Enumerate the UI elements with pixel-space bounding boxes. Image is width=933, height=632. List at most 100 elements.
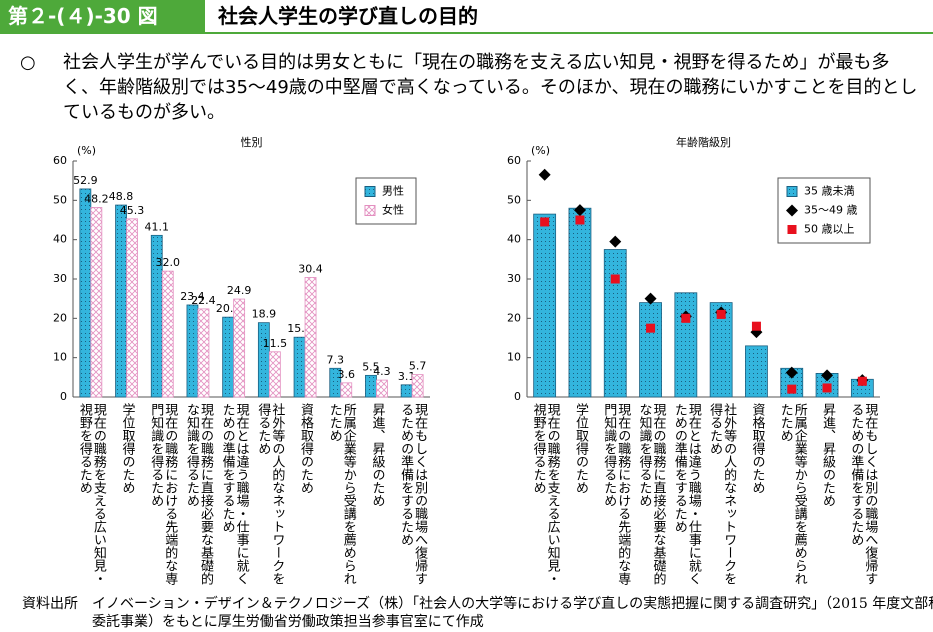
value-label: 4.3	[373, 365, 391, 378]
y-tick-label: 10	[53, 351, 67, 364]
legend-swatch	[787, 225, 797, 234]
bar	[126, 218, 138, 398]
bar	[79, 188, 92, 398]
unit-label: (%)	[77, 144, 96, 157]
bar	[400, 384, 413, 398]
y-tick-label: 0	[60, 390, 67, 403]
source-note: 資料出所 イノベーション・デザイン＆テクノロジーズ（株）「社会人の大学等における…	[22, 596, 933, 630]
bar	[533, 213, 557, 398]
x-tick-label: 所属企業等から受講を薦められたため	[777, 403, 807, 585]
summary-text: 社会人学生が学んでいる目的は男女ともに「現在の職務を支える広い知見・視野を得るた…	[63, 52, 918, 123]
legend-swatch	[786, 186, 798, 197]
bar	[376, 379, 388, 398]
unit-label: (%)	[531, 144, 550, 157]
x-tick-label: 現在の職務を支える広い知見・視野を得るため	[76, 403, 106, 585]
value-label: 11.5	[263, 337, 288, 350]
legend-label: 50 歳以上	[804, 223, 855, 236]
x-tick-label: 資格取得のため	[749, 403, 765, 494]
x-tick-label: 社外等の人的なネットワークを得るため	[707, 403, 737, 585]
legend-label: 35～49 歳	[804, 204, 858, 217]
bar	[161, 270, 174, 398]
value-label: 41.1	[145, 220, 170, 233]
x-tick-label: 現在もしくは別の職場へ復帰するための準備をするため	[398, 403, 428, 585]
chart-title: 性別	[241, 135, 263, 149]
point	[787, 384, 797, 394]
value-label: 23.4	[180, 290, 205, 303]
y-tick-label: 40	[53, 233, 67, 246]
value-label: 18.9	[252, 308, 277, 321]
y-tick-label: 30	[507, 272, 521, 285]
value-label: 22.4	[191, 294, 216, 307]
point	[575, 215, 585, 225]
legend-box	[355, 177, 417, 225]
x-tick-label: 昇進、昇級のため	[820, 403, 836, 507]
figure-number: 第２-(４)-30 図	[8, 4, 158, 28]
y-tick-label: 30	[53, 272, 67, 285]
bar	[709, 302, 733, 398]
point	[751, 321, 761, 331]
y-tick-label: 20	[507, 311, 521, 324]
point	[822, 383, 832, 393]
summary-marker: ○	[20, 52, 36, 73]
legend-swatch	[364, 186, 376, 197]
x-tick-label: 資格取得のため	[298, 403, 314, 494]
bar	[293, 336, 306, 398]
x-tick-label: 社外等の人的なネットワークを得るため	[255, 403, 285, 585]
value-label: 24.9	[227, 284, 252, 297]
value-label: 32.0	[156, 256, 181, 269]
y-tick-label: 50	[507, 193, 521, 206]
value-label: 3.6	[338, 368, 356, 381]
value-label: 30.4	[298, 262, 323, 275]
bar	[674, 292, 698, 398]
bar	[340, 382, 353, 398]
y-tick-label: 20	[53, 311, 67, 324]
x-tick-label: 昇進、昇級のため	[369, 403, 385, 507]
bar	[197, 308, 210, 398]
x-tick-label: 現在の職務における先端的な専門知識を得るため	[601, 403, 631, 585]
x-tick-label: 現在の職務に直接必要な基礎的な知識を得るため	[636, 403, 666, 585]
y-tick-label: 60	[53, 154, 67, 167]
value-label: 3.1	[398, 370, 416, 383]
x-tick-label: 所属企業等から受講を薦められたため	[326, 403, 356, 585]
point	[610, 274, 620, 284]
y-tick-label: 60	[507, 154, 521, 167]
legend-swatch	[364, 205, 376, 216]
point	[681, 313, 691, 323]
x-tick-label: 現在の職務に直接必要な基礎的な知識を得るため	[183, 403, 213, 585]
legend-swatch	[786, 204, 798, 217]
legend-label: 女性	[382, 203, 404, 217]
value-label: 5.5	[362, 360, 380, 373]
point	[716, 309, 726, 319]
bar	[745, 345, 768, 398]
y-tick-label: 10	[507, 351, 521, 364]
point	[538, 168, 551, 181]
bar	[90, 207, 103, 398]
point	[609, 235, 622, 248]
legend-label: 35 歳未満	[804, 185, 855, 198]
x-tick-label: 現在の職務を支える広い知見・視野を得るため	[530, 403, 560, 585]
y-tick-label: 0	[514, 390, 521, 403]
value-label: 48.8	[109, 190, 134, 203]
point	[857, 376, 867, 386]
point	[644, 292, 657, 305]
point	[821, 369, 834, 382]
bar	[304, 277, 317, 398]
point	[540, 217, 550, 227]
legend-label: 男性	[382, 184, 404, 198]
figure-title: 社会人学生の学び直しの目的	[218, 4, 478, 28]
bar	[186, 304, 199, 398]
y-tick-label: 50	[53, 193, 67, 206]
bar	[257, 322, 270, 398]
x-tick-label: 現在とは違う職場・仕事に就くための準備をするため	[671, 403, 701, 585]
x-tick-label: 現在の職務における先端的な専門知識を得るため	[148, 403, 178, 585]
value-label: 45.3	[120, 204, 145, 217]
bar	[639, 302, 662, 398]
x-tick-label: 現在とは違う職場・仕事に就くための準備をするため	[219, 403, 249, 585]
bar	[365, 374, 377, 398]
bar	[115, 204, 127, 398]
y-tick-label: 40	[507, 233, 521, 246]
chart-title: 年齢階級別	[676, 135, 731, 149]
bar	[268, 351, 281, 398]
